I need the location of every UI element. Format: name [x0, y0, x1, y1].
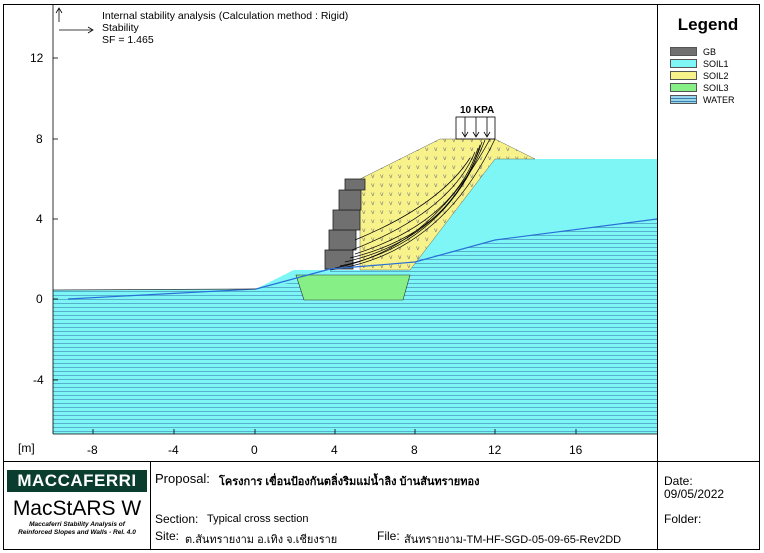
x-tick-label: 8 — [411, 443, 418, 457]
legend-swatch — [670, 95, 697, 104]
water-line — [67, 218, 658, 300]
legend-swatch — [670, 83, 697, 92]
legend-label: SOIL2 — [703, 70, 729, 81]
legend-item-soil1: SOIL1 — [670, 58, 729, 69]
file-label: File: — [377, 529, 400, 543]
legend-label: SOIL1 — [703, 58, 729, 69]
legend-swatch — [670, 59, 697, 68]
date-value: 09/05/2022 — [664, 487, 725, 501]
legend-label: GB — [703, 46, 717, 57]
legend-item-soil2: SOIL2 — [670, 70, 729, 81]
header-line-1: Internal stability analysis (Calculation… — [102, 10, 348, 22]
section-label: Section: — [155, 512, 199, 526]
gabion-wall — [324, 178, 366, 270]
y-tick-label: 4 — [36, 212, 43, 226]
tagline-line-1: Maccaferri Stability Analysis of — [29, 521, 125, 528]
legend-item-gb: GB — [670, 46, 716, 57]
legend-label: SOIL3 — [703, 82, 729, 93]
file-value: สันทรายงาม-TM-HF-SGD-05-09-65-Rev2DD — [404, 534, 622, 546]
soil1-bank — [410, 159, 657, 270]
x-tick-label: -8 — [87, 443, 98, 457]
analysis-header: Internal stability analysis (Calculation… — [55, 7, 348, 46]
brand-logo: MACCAFERRI — [7, 470, 147, 492]
site-value: ต.สันทรายงาม อ.เทิง จ.เชียงราย — [185, 534, 338, 546]
product-name: MacStARS W — [12, 497, 142, 520]
legend-label: WATER — [703, 94, 735, 105]
legend-item-water: WATER — [670, 94, 735, 105]
section-value: Typical cross section — [207, 513, 309, 525]
x-tick-label: 16 — [569, 443, 583, 457]
date-label: Date: — [664, 474, 693, 488]
legend-swatch — [670, 47, 697, 56]
legend-title: Legend — [677, 15, 739, 34]
info-column: Date: 09/05/2022 Folder: — [657, 462, 760, 550]
x-tick-label: 12 — [488, 443, 502, 457]
ground-line — [52, 288, 257, 291]
legend-item-soil3: SOIL3 — [670, 82, 729, 93]
legend-swatch — [670, 71, 697, 80]
y-tick-label: 8 — [36, 132, 43, 146]
unit-label: [m] — [18, 441, 35, 455]
site-label: Site: — [155, 529, 180, 543]
header-line-2: Stability — [102, 22, 140, 34]
y-tick-label: -4 — [33, 373, 44, 387]
soil3-layer — [295, 274, 411, 301]
proposal-label: Proposal: — [155, 471, 210, 486]
y-tick-label: 0 — [36, 292, 43, 306]
drawing-frame — [3, 4, 760, 550]
x-axis — [53, 429, 657, 435]
slip-surfaces — [329, 138, 496, 271]
x-tick-label: 4 — [331, 443, 338, 457]
load-label: 10 KPA — [460, 105, 494, 116]
title-block: MACCAFERRI MacStARS W Maccaferri Stabili… — [3, 461, 760, 550]
x-tick-label: 0 — [251, 443, 258, 457]
logo-box: MACCAFERRI MacStARS W Maccaferri Stabili… — [3, 462, 151, 550]
y-tick-label: 12 — [30, 51, 44, 65]
x-tick-label: -4 — [168, 443, 179, 457]
folder-label: Folder: — [664, 512, 702, 526]
tagline-line-2: Reinforced Slopes and Walls - Rel. 4.0 — [18, 529, 136, 536]
header-line-3: SF = 1.465 — [102, 34, 154, 46]
legend-panel: Legend GB SOIL1 SOIL2 SOIL3 WATER — [657, 5, 759, 461]
y-axis — [52, 5, 58, 434]
product-tagline: Maccaferri Stability Analysis of Reinfor… — [3, 521, 151, 537]
surcharge-load — [455, 116, 496, 140]
proposal-value: โครงการ เขื่อนป้องกันตลิ่งริมแม่น้ำลิง บ… — [219, 476, 480, 488]
